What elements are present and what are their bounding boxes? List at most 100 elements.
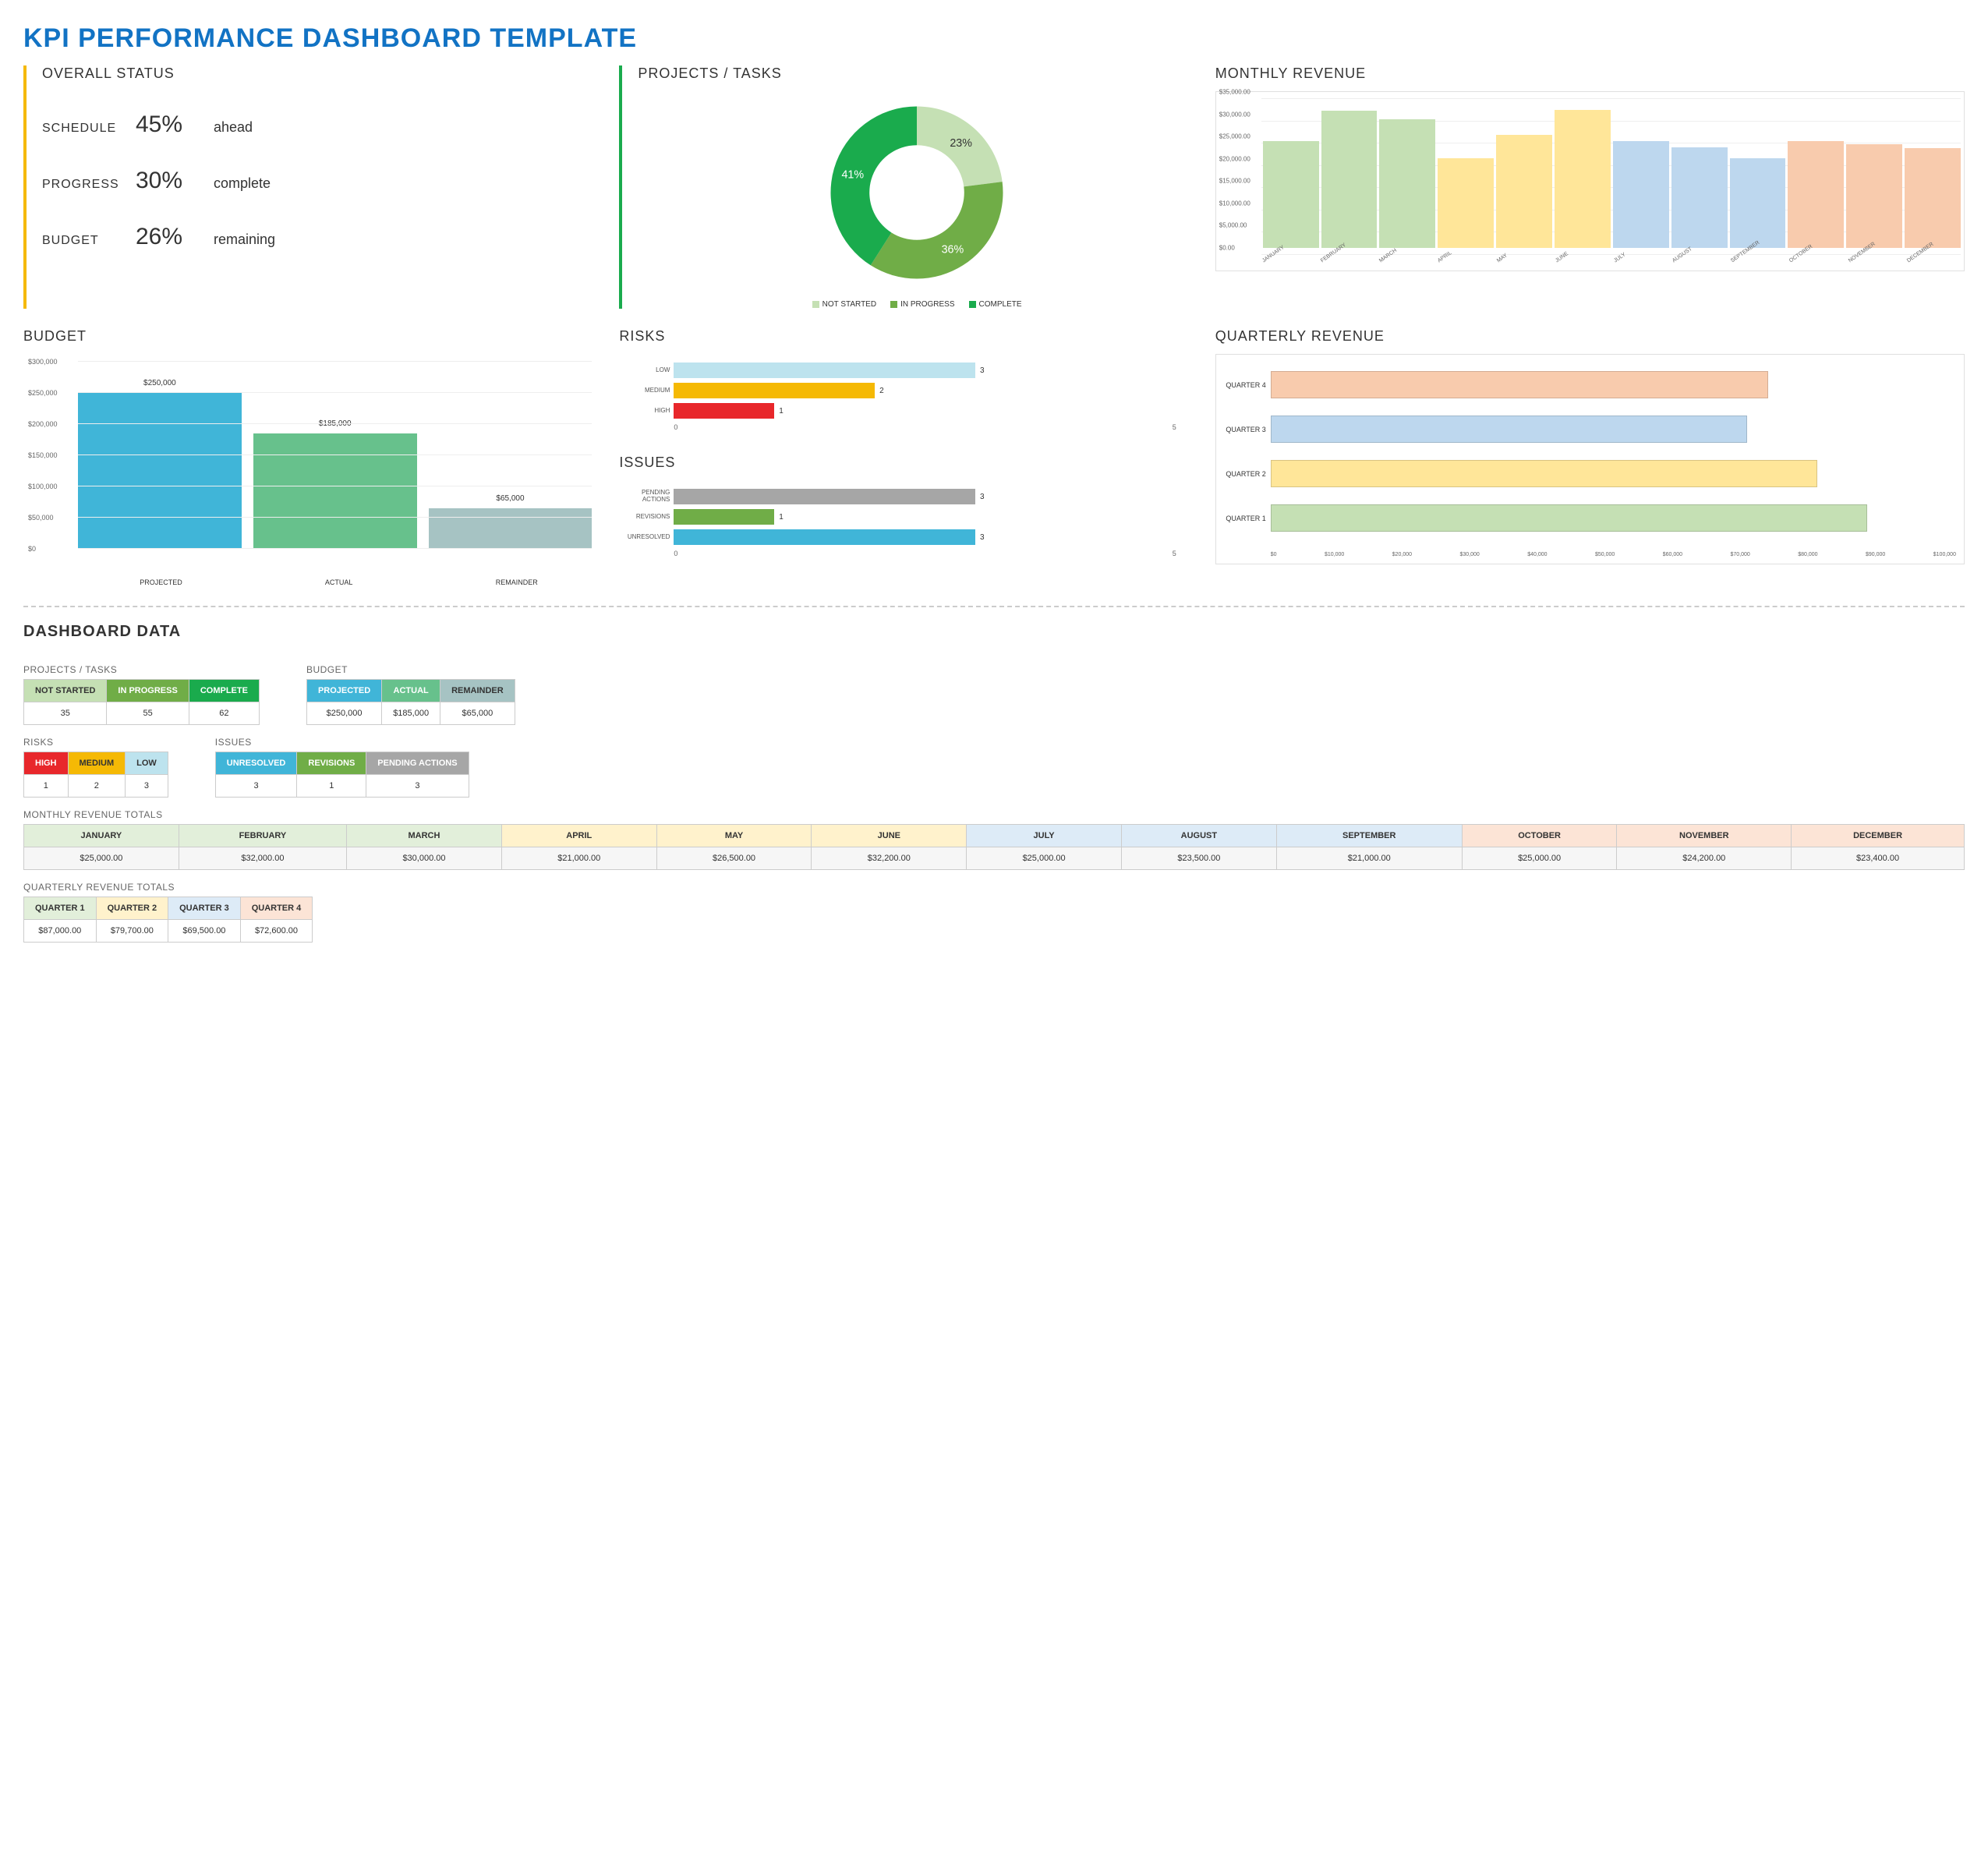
table-header: ACTUAL — [382, 680, 440, 702]
qrev-label: QUARTER 4 — [1218, 381, 1266, 389]
table-cell: $69,500.00 — [168, 920, 241, 943]
table-cell: $72,600.00 — [240, 920, 313, 943]
hbar-label: UNRESOLVED — [619, 534, 670, 541]
table-header: OCTOBER — [1462, 825, 1617, 847]
overall-status-panel: OVERALL STATUS SCHEDULE 45% aheadPROGRES… — [23, 65, 600, 309]
table-cell: $32,200.00 — [812, 847, 967, 870]
table-header: FEBRUARY — [179, 825, 346, 847]
x-tick: $50,000 — [1595, 552, 1615, 557]
quarterly-revenue-panel: QUARTERLY REVENUE QUARTER 4 QUARTER 3 QU… — [1215, 328, 1965, 586]
budget-title: BUDGET — [23, 328, 600, 345]
y-tick: $100,000 — [28, 483, 58, 490]
table-cell: $26,500.00 — [656, 847, 812, 870]
qrev-bar — [1271, 416, 1747, 443]
quarterly-totals-title: QUARTERLY REVENUE TOTALS — [23, 882, 1965, 893]
bar — [1730, 158, 1786, 248]
issues-chart: PENDING ACTIONS 3REVISIONS 1UNRESOLVED 3… — [619, 480, 1195, 561]
budget-bar: $250,000 — [78, 393, 242, 549]
status-suffix: remaining — [214, 232, 275, 248]
x-tick: $0 — [1271, 552, 1277, 557]
hbar-label: REVISIONS — [619, 514, 670, 521]
y-tick: $150,000 — [28, 451, 58, 459]
y-tick: $10,000.00 — [1219, 200, 1250, 207]
table-header: COMPLETE — [189, 680, 259, 702]
hbar-bar — [674, 489, 975, 504]
quarterly-revenue-chart: QUARTER 4 QUARTER 3 QUARTER 2 QUARTER 1 … — [1215, 354, 1965, 564]
table-cell: 3 — [366, 775, 469, 798]
hbar-row: UNRESOLVED 3 — [674, 529, 1176, 545]
y-tick: $35,000.00 — [1219, 89, 1250, 96]
table-cell: 35 — [24, 702, 107, 725]
table-cell: 3 — [215, 775, 297, 798]
bar — [1555, 110, 1611, 248]
page-title: KPI PERFORMANCE DASHBOARD TEMPLATE — [23, 23, 1965, 54]
hbar-value: 3 — [980, 493, 985, 501]
donut-slice-label: 23% — [950, 137, 972, 150]
legend-item: COMPLETE — [969, 300, 1022, 309]
issues-table-title: ISSUES — [215, 737, 469, 748]
y-tick: $5,000.00 — [1219, 222, 1247, 229]
qrev-bar — [1271, 504, 1867, 532]
x-tick: $30,000 — [1460, 552, 1480, 557]
status-suffix: complete — [214, 175, 271, 192]
hbar-value: 3 — [980, 366, 985, 375]
bar-value: $65,000 — [496, 494, 524, 503]
risks-table-title: RISKS — [23, 737, 168, 748]
table-header: REVISIONS — [297, 752, 366, 775]
hbar-row: HIGH 1 — [674, 403, 1176, 419]
x-tick: $40,000 — [1527, 552, 1547, 557]
table-header: QUARTER 3 — [168, 897, 241, 920]
status-suffix: ahead — [214, 119, 253, 136]
hbar-bar — [674, 403, 774, 419]
table-cell: 62 — [189, 702, 259, 725]
table-cell: $25,000.00 — [967, 847, 1122, 870]
table-cell: $21,000.00 — [1276, 847, 1462, 870]
x-tick: $60,000 — [1663, 552, 1682, 557]
hbar-row: PENDING ACTIONS 3 — [674, 489, 1176, 504]
qrev-label: QUARTER 3 — [1218, 426, 1266, 433]
y-tick: $20,000.00 — [1219, 155, 1250, 162]
table-header: REMAINDER — [440, 680, 515, 702]
bar — [1438, 158, 1494, 248]
status-label: SCHEDULE — [42, 122, 136, 136]
hbar-row: MEDIUM 2 — [674, 383, 1176, 398]
bar — [1671, 147, 1728, 248]
table-header: JULY — [967, 825, 1122, 847]
x-tick: $100,000 — [1933, 552, 1956, 557]
y-tick: $50,000 — [28, 514, 54, 522]
projects-table-title: PROJECTS / TASKS — [23, 664, 260, 675]
donut-slice — [871, 182, 1003, 278]
x-label: ACTUAL — [256, 578, 422, 586]
table-cell: $30,000.00 — [347, 847, 502, 870]
donut-slice-label: 36% — [942, 244, 964, 256]
table-header: QUARTER 2 — [96, 897, 168, 920]
legend-item: IN PROGRESS — [890, 300, 954, 309]
projects-tasks-title: PROJECTS / TASKS — [638, 65, 1195, 82]
y-tick: $250,000 — [28, 389, 58, 397]
table-header: QUARTER 1 — [24, 897, 97, 920]
monthly-revenue-panel: MONTHLY REVENUE $0.00$5,000.00$10,000.00… — [1215, 65, 1965, 309]
status-row: BUDGET 26% remaining — [42, 224, 600, 250]
qrev-row: QUARTER 1 — [1271, 504, 1956, 532]
qrev-bar — [1271, 460, 1817, 487]
monthly-revenue-title: MONTHLY REVENUE — [1215, 65, 1965, 82]
qrev-label: QUARTER 1 — [1218, 515, 1266, 522]
hbar-value: 3 — [980, 533, 985, 542]
table-cell: 1 — [297, 775, 366, 798]
x-label: REMAINDER — [433, 578, 600, 586]
y-tick: $30,000.00 — [1219, 111, 1250, 118]
overall-status-title: OVERALL STATUS — [42, 65, 600, 82]
table-cell: $23,400.00 — [1792, 847, 1965, 870]
qrev-row: QUARTER 2 — [1271, 460, 1956, 487]
issues-title: ISSUES — [619, 454, 1195, 471]
table-cell: $25,000.00 — [24, 847, 179, 870]
table-cell: 55 — [107, 702, 189, 725]
hbar-bar — [674, 363, 975, 378]
y-tick: $200,000 — [28, 420, 58, 428]
risks-issues-panel: RISKS LOW 3MEDIUM 2HIGH 105 ISSUES PENDI… — [619, 328, 1195, 586]
budget-bar: $65,000 — [429, 508, 593, 549]
monthly-revenue-chart: $0.00$5,000.00$10,000.00$15,000.00$20,00… — [1216, 92, 1964, 248]
x-tick: $10,000 — [1325, 552, 1344, 557]
y-tick: $0 — [28, 545, 36, 553]
x-tick: $80,000 — [1798, 552, 1817, 557]
